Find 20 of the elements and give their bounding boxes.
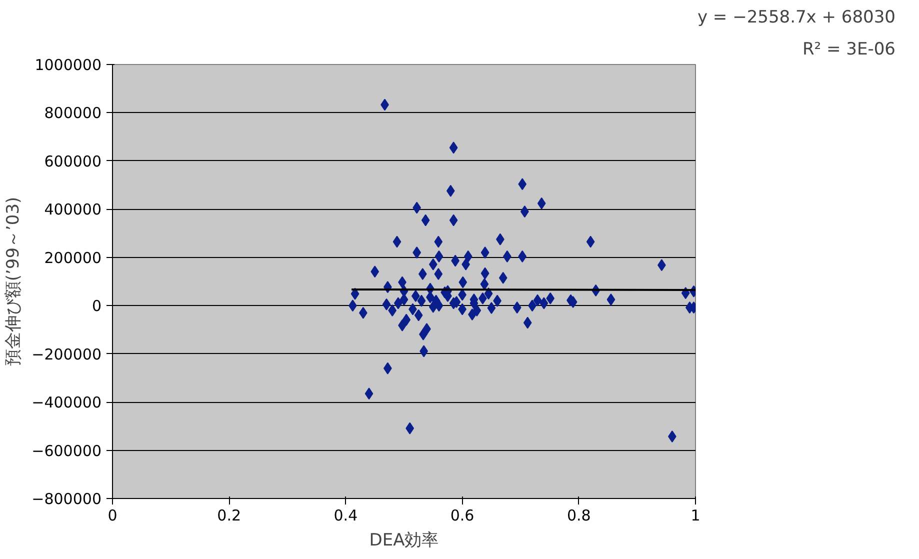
y-axis-title: 預金伸び額(’99～’03) <box>4 196 24 366</box>
text: y = −2558.7x + 68030 <box>697 8 896 28</box>
y-tick-label: −600000 <box>32 442 102 460</box>
y-tick-label: −200000 <box>32 345 102 364</box>
y-tick-label: 400000 <box>44 200 102 219</box>
x-tick-label: 0.4 <box>334 506 358 524</box>
text: R² = 3E-06 <box>802 40 896 60</box>
y-tick-label: 200000 <box>44 248 102 267</box>
y-tick-label: 600000 <box>44 152 102 170</box>
x-tick-label: 0.6 <box>450 506 474 524</box>
y-tick-label: 0 <box>92 297 102 316</box>
x-tick-label: 0.8 <box>566 506 591 524</box>
y-tick-label: 800000 <box>44 104 102 122</box>
x-tick-label: 0.2 <box>217 506 242 524</box>
y-tick-label: −800000 <box>32 490 102 508</box>
y-tick-label: −400000 <box>32 394 102 412</box>
x-tick-label: 0 <box>108 506 118 524</box>
y-tick-label: 1000000 <box>34 56 102 74</box>
x-axis-title: DEA効率 <box>369 530 439 550</box>
x-tick-label: 1 <box>690 506 700 524</box>
